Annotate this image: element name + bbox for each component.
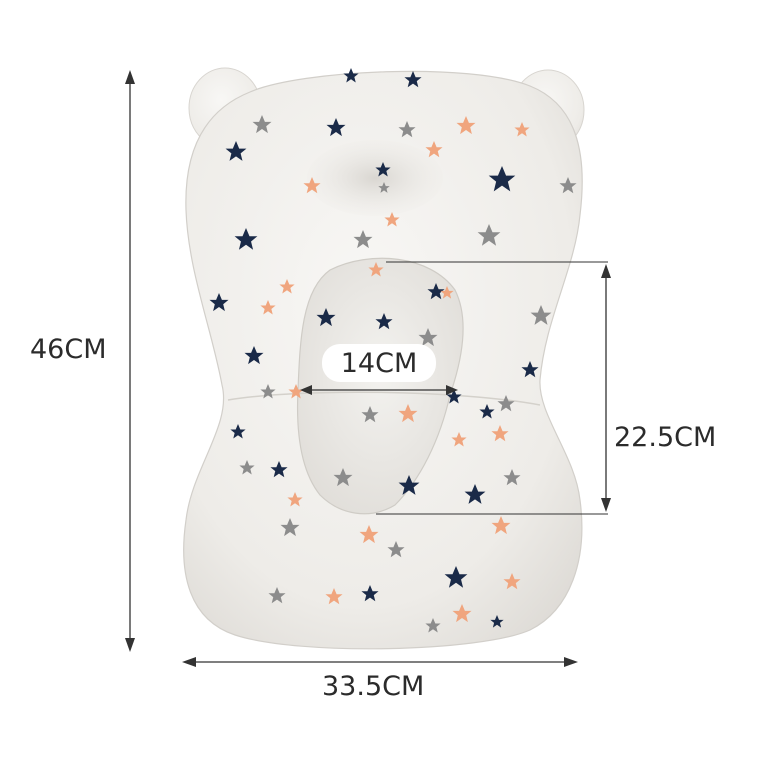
inner-width-arrow [300, 385, 458, 395]
height-dimension-arrow [125, 70, 135, 652]
width-dimension-arrow [182, 657, 578, 667]
dimension-lines [125, 70, 611, 667]
head-rest-dent [307, 140, 443, 216]
inner-width-label: 14CM [322, 344, 436, 382]
overall-width-label: 33.5CM [322, 671, 425, 702]
overall-height-label: 46CM [30, 334, 107, 365]
inner-height-bracket [376, 261, 611, 515]
inner-height-label: 22.5CM [614, 422, 717, 453]
